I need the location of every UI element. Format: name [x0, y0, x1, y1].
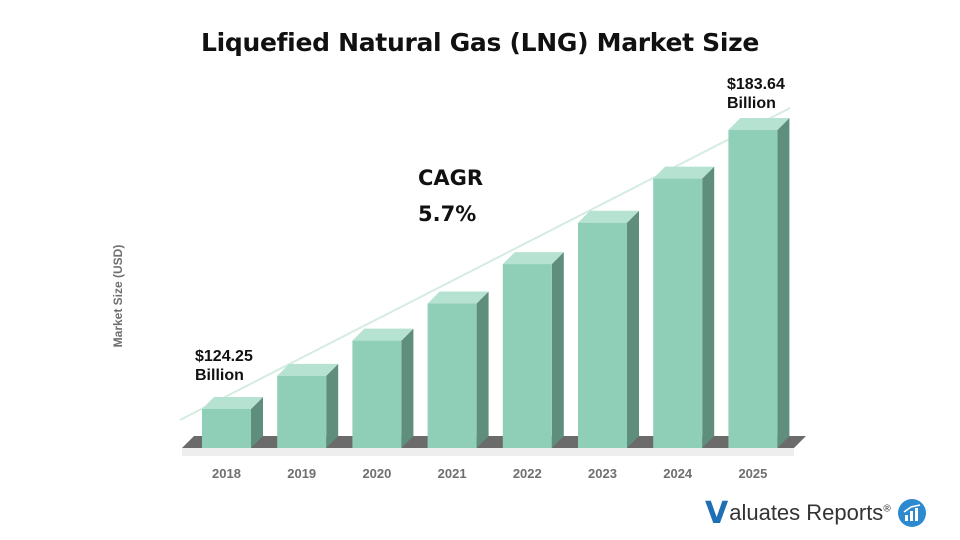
bar-side: [476, 291, 489, 448]
bar-side: [627, 210, 639, 448]
valuates-logo: V aluates Reports®: [705, 495, 927, 531]
first-value-callout: $124.25 Billion: [195, 347, 253, 385]
first-value-label: $124.25: [195, 348, 253, 365]
x-tick-label: 2020: [362, 466, 391, 481]
bar-top: [502, 252, 564, 265]
bar-top: [578, 210, 639, 223]
cagr-annotation: CAGR 5.7%: [418, 160, 483, 232]
floor-front: [182, 448, 794, 456]
bar: [277, 375, 327, 448]
last-value-unit: Billion: [727, 95, 776, 112]
bar-side: [777, 118, 790, 448]
bar: [653, 178, 703, 449]
bar-top: [728, 118, 790, 130]
bar-side: [251, 397, 263, 448]
last-value-callout: $183.64 Billion: [727, 75, 785, 113]
logo-initial: V: [705, 495, 729, 531]
bar-side: [326, 363, 339, 448]
bar-top: [653, 166, 715, 179]
bar: [427, 303, 477, 448]
x-tick-label: 2019: [287, 466, 316, 481]
logo-text: aluates Reports®: [729, 500, 890, 526]
bar-side: [401, 328, 414, 448]
bar-top: [352, 328, 414, 341]
cagr-value: 5.7%: [418, 202, 477, 226]
x-tick-label: 2023: [588, 466, 617, 481]
bar-top: [277, 363, 339, 376]
bar-top: [202, 397, 263, 409]
logo-registered-mark: ®: [883, 503, 891, 515]
x-tick-label: 2022: [513, 466, 542, 481]
chart-title: Liquefied Natural Gas (LNG) Market Size: [200, 28, 760, 57]
bar: [502, 264, 552, 448]
x-tick-label: 2018: [212, 466, 241, 481]
first-value-unit: Billion: [195, 367, 244, 384]
bar: [728, 130, 778, 448]
x-tick-label: 2025: [738, 466, 767, 481]
logo-rest: aluates Reports: [729, 500, 884, 525]
y-axis-label: Market Size (USD): [111, 244, 125, 348]
bar-chart-logo-icon: [897, 499, 926, 527]
last-value-label: $183.64: [727, 76, 785, 93]
bar-side: [551, 252, 564, 448]
cagr-label: CAGR: [418, 166, 484, 190]
x-tick-label: 2024: [663, 466, 693, 481]
bar: [352, 340, 402, 448]
bar-top: [427, 291, 489, 304]
trend-line: [179, 107, 791, 421]
x-tick-label: 2021: [438, 466, 467, 481]
floor-top: [182, 436, 806, 448]
bar-side: [702, 166, 715, 449]
bar: [578, 222, 627, 448]
bar: [202, 409, 251, 448]
